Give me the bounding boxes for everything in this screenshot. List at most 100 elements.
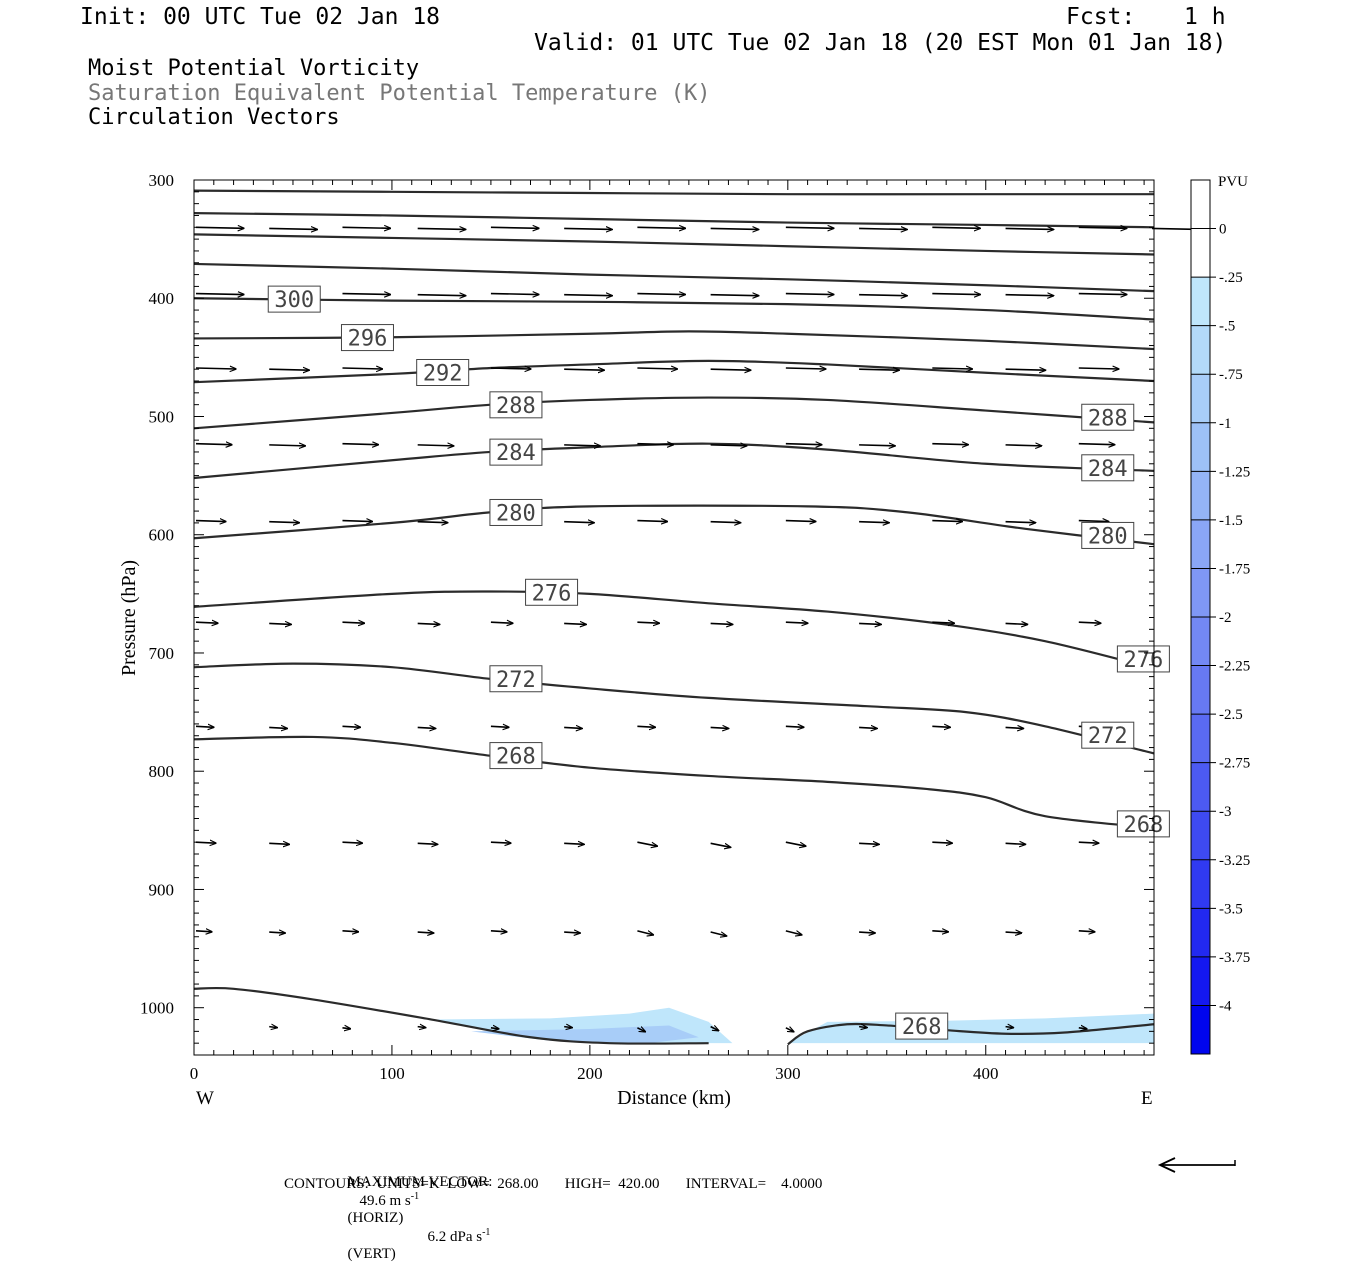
pv-shade-region — [787, 1013, 1154, 1044]
circulation-vector — [637, 294, 685, 295]
contour-label: 284 — [1088, 457, 1128, 482]
cross-section-chart: 300 296 292 288 288 284 284 280 280 276 276 272 272 2… — [118, 171, 1250, 1173]
colorbar-swatch — [1191, 519, 1210, 569]
circulation-vector — [564, 295, 612, 296]
theta-contour-line — [193, 212, 1155, 229]
circulation-vector — [710, 445, 747, 446]
y-tick-label: 800 — [149, 762, 175, 781]
x-axis-label: Distance (km) — [617, 1087, 731, 1109]
circulation-vector — [710, 522, 741, 523]
circulation-vector — [195, 227, 244, 228]
contour-label: 268 — [1124, 813, 1164, 838]
colorbar-label: -3 — [1219, 804, 1232, 820]
colorbar-swatch — [1191, 374, 1210, 424]
colorbar-label: -2.75 — [1219, 756, 1250, 772]
colorbar-label: -3.5 — [1219, 901, 1243, 917]
circulation-vector — [785, 622, 808, 623]
circulation-vector — [637, 841, 657, 846]
contour-label-box — [1081, 403, 1135, 431]
circulation-vector — [269, 727, 287, 728]
circulation-vector — [269, 522, 299, 523]
circulation-vector — [490, 368, 531, 369]
colorbar-swatch — [1191, 762, 1210, 812]
circulation-vector — [859, 228, 907, 229]
circulation-vector — [932, 842, 952, 843]
circulation-vector — [490, 931, 507, 932]
circulation-vector — [417, 727, 436, 728]
contour-info: CONTOURS: UNITS=K LOW= 268.00 HIGH= 420.… — [284, 1176, 823, 1192]
colorbar-swatch — [1191, 908, 1210, 958]
y-tick-label: 900 — [149, 880, 175, 899]
field-title-theta: Saturation Equivalent Potential Temperat… — [88, 81, 711, 106]
circulation-vector — [269, 623, 291, 624]
theta-contour-line — [193, 986, 709, 1045]
circulation-vector — [269, 843, 289, 844]
circulation-vector — [417, 228, 466, 229]
theta-contour-line — [193, 735, 1155, 830]
colorbar-swatch — [1191, 1005, 1210, 1055]
circulation-vector — [859, 445, 895, 446]
colorbar-swatch — [1191, 325, 1210, 375]
circulation-vector — [1005, 369, 1046, 370]
circulation-vector — [1005, 623, 1028, 624]
colorbar-swatch — [1191, 811, 1210, 861]
x-tick-label: 0 — [190, 1064, 199, 1083]
circulation-vector — [785, 930, 802, 935]
circulation-vector — [1005, 445, 1042, 446]
circulation-vector — [564, 843, 584, 844]
x-tick-label: 300 — [775, 1064, 801, 1083]
colorbar-swatch — [1191, 665, 1210, 715]
contour-label: 268 — [496, 745, 536, 770]
valid-time: Valid: 01 UTC Tue 02 Jan 18 (20 EST Mon … — [534, 30, 1227, 56]
theta-contour-line — [193, 359, 1155, 384]
circulation-vector — [1005, 843, 1026, 844]
circulation-vector — [342, 726, 360, 727]
circulation-vector — [195, 294, 244, 295]
colorbar-swatch — [1191, 859, 1210, 909]
horiz-value: 49.6 m s-1 — [359, 1191, 420, 1209]
circulation-vector — [1078, 294, 1127, 295]
colorbar-label: -1.5 — [1219, 513, 1243, 529]
theta-contour-line — [193, 590, 1155, 670]
circulation-vector — [564, 445, 600, 446]
circulation-vector — [195, 622, 218, 623]
circulation-vector — [269, 1027, 277, 1028]
y-axis-label: Pressure (hPa) — [118, 560, 140, 676]
horiz-unit: (HORIZ) — [347, 1210, 404, 1226]
theta-contours — [193, 189, 1155, 1046]
axis-ticks: 300 400 500 600 700 800 900 1000 0 100 200 300 400 — [140, 171, 1154, 1083]
circulation-vector — [1005, 228, 1054, 229]
contour-label-box — [1081, 521, 1135, 549]
init-time: Init: 00 UTC Tue 02 Jan 18 — [80, 4, 441, 30]
east-label: E — [1141, 1088, 1153, 1109]
vert-value: 6.2 dPa s-1 — [427, 1227, 491, 1245]
colorbar-swatch — [1191, 228, 1210, 278]
circulation-vector — [785, 726, 804, 727]
max-vector-label: MAXIMUM VECTOR: — [347, 1174, 493, 1190]
circulation-vector — [859, 369, 899, 370]
colorbar-label: -3.75 — [1219, 950, 1250, 966]
contour-label-box — [1116, 810, 1170, 838]
circulation-vector — [785, 1028, 794, 1032]
y-tick-label: 1000 — [140, 999, 174, 1018]
circulation-vector — [1005, 1027, 1014, 1028]
circulation-vector — [1078, 931, 1095, 932]
circulation-vector — [932, 444, 968, 445]
circulation-vector — [417, 445, 454, 446]
contour-label: 268 — [902, 1015, 942, 1040]
theta-contour-line — [193, 189, 1154, 196]
theta-contour-line — [193, 262, 1155, 293]
circulation-vector — [490, 227, 539, 228]
circulation-vector — [859, 295, 907, 296]
circulation-vector — [1078, 227, 1127, 228]
circulation-vector — [564, 369, 604, 370]
circulation-vector — [710, 1027, 719, 1031]
circulation-vector — [342, 294, 390, 295]
theta-contour-line — [193, 504, 1155, 546]
max-vector-line: MAXIMUM VECTOR: 49.6 m s-1 (HORIZ) 6.2 d… — [340, 1157, 493, 1263]
circulation-vector — [342, 931, 358, 932]
circulation-vector — [269, 228, 317, 229]
vert-unit: (VERT) — [347, 1246, 396, 1262]
circulation-vector — [859, 522, 889, 523]
colorbar-swatch — [1191, 277, 1210, 327]
